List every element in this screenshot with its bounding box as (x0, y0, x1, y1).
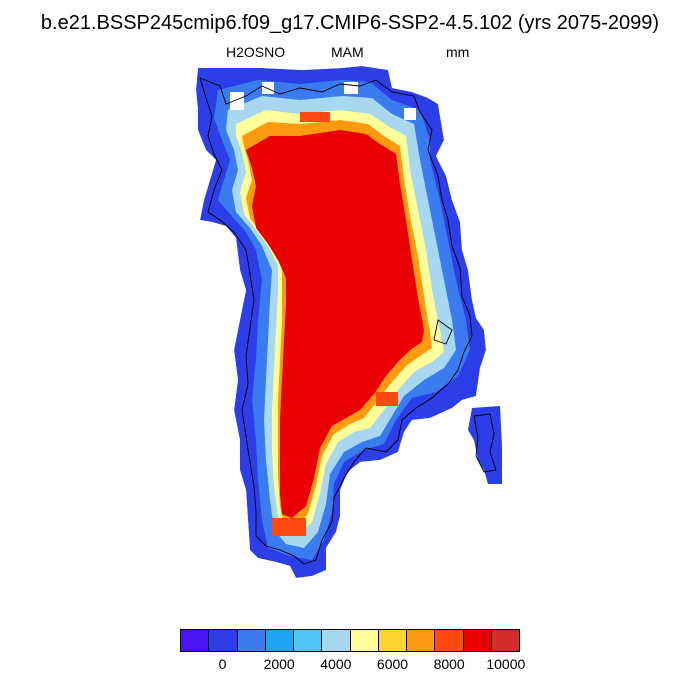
units-label: mm (446, 44, 470, 60)
colorbar-swatch (491, 630, 519, 651)
colorbar-swatch (265, 630, 294, 651)
colorbar-tick-label: 0 (218, 656, 227, 672)
plot-title: b.e21.BSSP245cmip6.f09_g17.CMIP6-SSP2-4.… (40, 12, 660, 34)
snow-field (196, 66, 502, 578)
colorbar-swatch (435, 630, 464, 651)
colorbar (180, 629, 520, 652)
colorbar-swatch (463, 630, 492, 651)
colorbar-swatch (237, 630, 266, 651)
season-label: MAM (331, 44, 364, 60)
colorbar-swatch (350, 630, 379, 651)
colorbar-tick-label: 10000 (486, 656, 526, 672)
colorbar-tick-label: 2000 (263, 656, 295, 672)
colorbar-swatch (181, 630, 210, 651)
colorbar-tick-label: 8000 (433, 656, 465, 672)
colorbar-swatch (322, 630, 351, 651)
colorbar-swatch (209, 630, 238, 651)
colorbar-swatch (378, 630, 407, 651)
colorbar-swatch (294, 630, 323, 651)
colorbar-tick-label: 6000 (376, 656, 409, 672)
colorbar-swatch (407, 630, 436, 651)
colorbar-tick-label: 4000 (320, 656, 352, 672)
variable-label: H2OSNO (226, 44, 286, 60)
colorbar-tick-labels: 0 2000 4000 6000 8000 10000 (180, 656, 526, 676)
